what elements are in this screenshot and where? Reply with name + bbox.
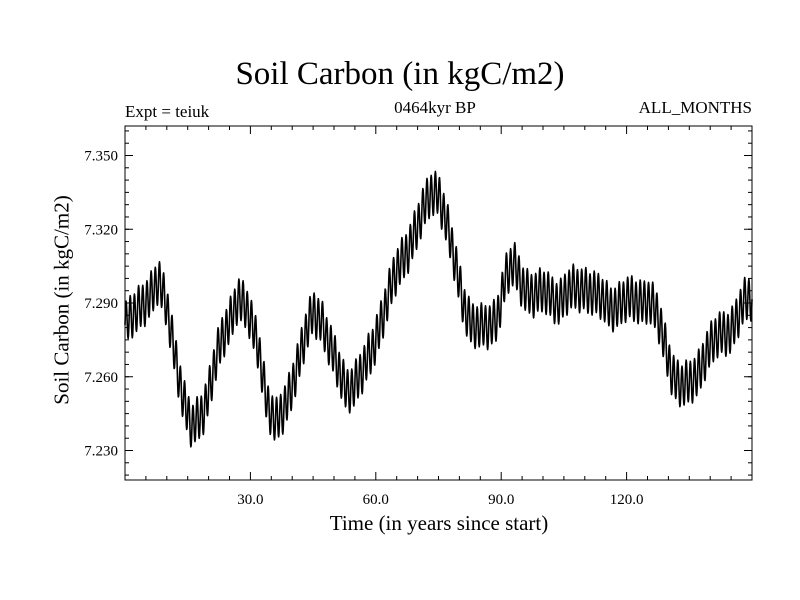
y-tick-label: 7.290 [84,296,118,312]
months-label: ALL_MONTHS [638,98,752,117]
series-line-soil-carbon [124,170,753,448]
y-tick-label: 7.260 [84,370,118,386]
x-tick-label: 120.0 [610,492,644,508]
x-tick-label: 30.0 [237,492,263,508]
y-tick-label: 7.230 [84,444,118,460]
chart-title: Soil Carbon (in kgC/m2) [235,56,565,92]
y-tick-label: 7.320 [84,222,118,238]
chart-subtitle: 0464kyr BP [394,98,476,117]
x-axis-label: Time (in years since start) [329,511,549,535]
y-tick-label: 7.350 [84,149,118,165]
experiment-label: Expt = teiuk [125,102,210,121]
y-axis-label: Soil Carbon (in kgC/m2) [49,195,74,405]
x-tick-label: 90.0 [488,492,514,508]
x-tick-label: 60.0 [363,492,389,508]
